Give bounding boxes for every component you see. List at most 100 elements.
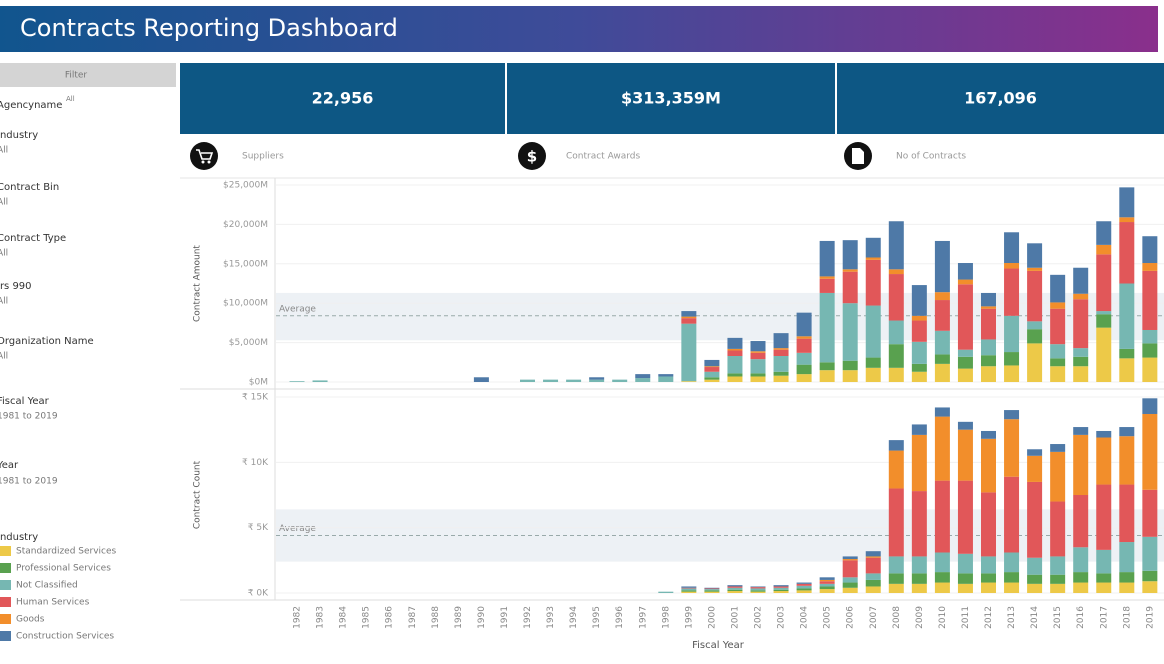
bar-segment xyxy=(1096,549,1112,574)
bar-segment xyxy=(635,378,651,382)
bar-segment xyxy=(750,591,766,593)
bar-segment xyxy=(934,292,950,301)
bar-segment xyxy=(957,429,973,481)
bar-segment xyxy=(1119,542,1135,573)
bar-segment xyxy=(842,370,858,382)
bar-segment xyxy=(981,366,996,382)
x-tick-label: 2010 xyxy=(938,606,948,629)
y-tick-label: ₹ 5K xyxy=(248,523,269,533)
bar-segment xyxy=(704,367,720,372)
bar-segment xyxy=(681,323,697,382)
x-tick-label: 2004 xyxy=(800,606,810,629)
bar-segment xyxy=(704,377,720,380)
x-tick-label: 1997 xyxy=(638,606,648,629)
bar-segment xyxy=(1119,217,1135,223)
bar-segment xyxy=(1027,449,1043,456)
y-tick-label: ₹ 15K xyxy=(242,393,269,403)
x-tick-label: 2001 xyxy=(730,606,740,629)
bar-segment xyxy=(1027,329,1043,344)
bar-segment xyxy=(1050,274,1066,303)
x-tick-label: 2000 xyxy=(707,606,717,629)
filter-value: All xyxy=(0,249,8,259)
bar-segment xyxy=(1073,434,1089,495)
x-tick-label: 2014 xyxy=(1030,606,1040,629)
legend-swatch xyxy=(0,580,11,590)
bar-segment xyxy=(1142,343,1158,358)
bar-segment xyxy=(566,379,582,382)
filter-value: All xyxy=(0,297,8,307)
bar-segment xyxy=(1004,365,1020,382)
bar-segment xyxy=(888,221,904,270)
legend-label: Standardized Services xyxy=(16,547,117,557)
x-tick-label: 1996 xyxy=(615,606,625,629)
bar-segment xyxy=(1004,552,1020,573)
bar-segment xyxy=(773,591,789,593)
bar-segment xyxy=(750,587,766,589)
bar-segment xyxy=(842,360,858,371)
bar-segment xyxy=(312,380,328,382)
filter-label: Year xyxy=(0,460,19,471)
filter-label: Organization Name xyxy=(0,336,94,347)
bar-segment xyxy=(1050,583,1066,593)
bar-segment xyxy=(1142,489,1158,537)
bar-segment xyxy=(727,587,743,590)
bar-segment xyxy=(1142,413,1158,490)
bar-segment xyxy=(981,438,996,493)
bar-segment xyxy=(934,240,950,293)
bar-segment xyxy=(1050,556,1066,575)
x-tick-label: 2019 xyxy=(1145,606,1155,629)
bar-segment xyxy=(934,582,950,593)
legend-label: Professional Services xyxy=(16,564,111,574)
bar-segment xyxy=(1050,308,1066,345)
bar-segment xyxy=(612,379,628,382)
bar-segment xyxy=(1119,222,1135,284)
kpi-value: 22,956 xyxy=(312,89,374,108)
bar-segment xyxy=(1004,263,1020,269)
bar-segment xyxy=(773,585,789,587)
bar-segment xyxy=(727,589,743,592)
bar-segment xyxy=(957,349,973,357)
bar-segment xyxy=(865,573,881,580)
bar-segment xyxy=(957,480,973,554)
bar-segment xyxy=(842,582,858,588)
bar-segment xyxy=(1096,437,1112,485)
bar-segment xyxy=(981,582,996,593)
bar-segment xyxy=(1004,476,1020,553)
bar-segment xyxy=(1004,419,1020,477)
bar-segment xyxy=(1096,221,1112,245)
bar-segment xyxy=(1073,547,1089,573)
bar-segment xyxy=(865,579,881,587)
bar-segment xyxy=(727,350,743,356)
bar-segment xyxy=(704,359,720,367)
bar-segment xyxy=(957,284,973,350)
bar-segment xyxy=(589,379,605,382)
legend-label: Goods xyxy=(16,615,45,625)
bar-segment xyxy=(796,352,812,365)
bar-segment xyxy=(704,590,720,592)
bar-segment xyxy=(520,379,535,382)
bar-segment xyxy=(750,588,766,591)
bar-segment xyxy=(911,320,927,342)
bar-segment xyxy=(681,586,697,588)
x-tick-label: 2006 xyxy=(846,606,856,629)
kpi-box xyxy=(507,63,835,134)
bar-segment xyxy=(1119,283,1135,349)
bar-segment xyxy=(1073,572,1089,583)
bar-segment xyxy=(1142,398,1158,414)
bar-segment xyxy=(1142,263,1158,271)
y-tick-label: $0M xyxy=(249,378,268,388)
y-tick-label: $25,000M xyxy=(223,181,268,191)
bar-segment xyxy=(773,355,789,372)
y-tick-label: $15,000M xyxy=(223,259,268,269)
bar-segment xyxy=(842,556,858,560)
filter-label: Agencyname xyxy=(0,100,62,111)
x-axis-title: Fiscal Year xyxy=(692,640,745,651)
bar-segment xyxy=(750,590,766,592)
bar-segment xyxy=(727,586,743,588)
bar-segment xyxy=(1096,573,1112,583)
bar-segment xyxy=(957,421,973,430)
bar-segment xyxy=(1073,495,1089,548)
bar-segment xyxy=(727,585,743,587)
x-tick-label: 2012 xyxy=(984,606,994,629)
bar-segment xyxy=(1096,244,1112,255)
